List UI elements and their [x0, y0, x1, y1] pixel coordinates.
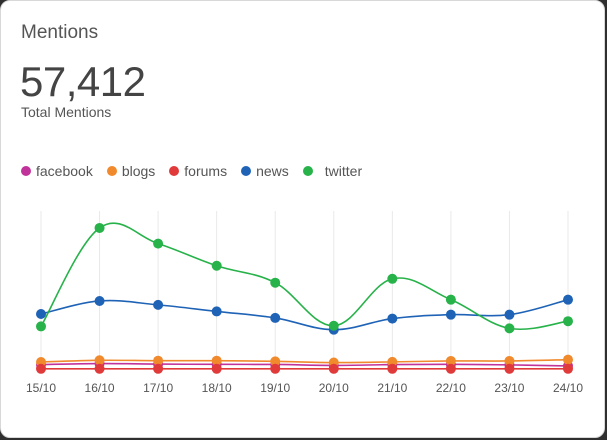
data-point-forums [94, 363, 105, 374]
legend-marker-twitter [302, 166, 313, 176]
data-point-twitter [563, 316, 573, 327]
data-point-twitter [36, 321, 46, 332]
data-point-forums [387, 363, 398, 374]
data-point-forums [563, 363, 573, 374]
x-tick-label: 16/10 [85, 381, 115, 395]
data-point-forums [36, 363, 46, 374]
series-line-facebook [40, 362, 569, 367]
x-tick-label: 20/10 [319, 381, 349, 395]
x-tick-label: 22/10 [436, 381, 466, 395]
data-point-blogs [153, 355, 164, 366]
legend-item-facebook[interactable]: facebook [21, 163, 93, 179]
data-point-twitter [387, 273, 398, 284]
series-line-blogs [40, 358, 569, 364]
series-line-twitter [40, 222, 569, 331]
data-point-twitter [445, 294, 456, 305]
data-point-forums [445, 363, 456, 374]
series-line-news [40, 298, 569, 331]
legend-label-blogs: blogs [121, 163, 156, 179]
data-point-blogs [445, 355, 456, 366]
data-point-blogs [504, 355, 515, 366]
data-point-news [153, 299, 164, 310]
data-point-twitter [94, 222, 105, 233]
data-point-twitter [504, 323, 515, 334]
data-point-news [563, 294, 573, 305]
data-point-news [504, 309, 515, 320]
data-point-twitter [328, 320, 339, 331]
data-point-forums [270, 363, 281, 374]
x-tick-label: 19/10 [260, 381, 290, 395]
data-point-forums [211, 363, 222, 374]
legend-label-forums: forums [184, 163, 228, 179]
legend-marker-blogs [106, 166, 117, 176]
legend-marker-forums [169, 166, 180, 176]
data-point-twitter [211, 260, 222, 271]
mentions-line-chart: 15/10 16/10 17/10 18/10 19/10 20/10 21/10 22/10… [26, 211, 583, 395]
x-tick-label: 23/10 [494, 381, 524, 395]
data-point-forums [328, 363, 339, 374]
data-point-blogs [211, 355, 222, 366]
data-point-forums [504, 363, 515, 374]
data-point-news [270, 312, 281, 323]
legend-item-twitter[interactable]: twitter [302, 163, 363, 179]
data-point-forums [153, 363, 164, 374]
legend-marker-facebook [21, 166, 31, 176]
data-point-blogs [387, 356, 398, 367]
data-point-blogs [94, 355, 105, 366]
data-point-news [211, 306, 222, 317]
data-point-twitter [270, 277, 281, 288]
data-point-news [94, 295, 105, 306]
card-title: Mentions [21, 22, 99, 43]
legend-item-blogs[interactable]: blogs [106, 163, 156, 179]
data-point-blogs [563, 354, 573, 365]
legend-item-news[interactable]: news [241, 163, 289, 179]
x-tick-label: 21/10 [377, 381, 407, 395]
chart-legend: facebook blogs forums news twitter [21, 163, 376, 179]
legend-label-news: news [256, 163, 289, 179]
data-point-twitter [153, 238, 164, 249]
legend-label-facebook: facebook [36, 163, 93, 179]
legend-marker-news [241, 166, 252, 176]
x-tick-label: 24/10 [553, 381, 583, 395]
data-point-news [36, 309, 46, 320]
total-mentions-value: 57,412 [20, 58, 146, 105]
legend-item-forums[interactable]: forums [169, 163, 227, 179]
data-point-news [387, 313, 398, 324]
legend-label-twitter: twitter [324, 163, 363, 179]
x-tick-label: 15/10 [26, 381, 56, 395]
data-point-blogs [270, 356, 281, 367]
x-tick-label: 18/10 [202, 381, 232, 395]
data-point-news [445, 309, 456, 320]
total-mentions-label: Total Mentions [21, 104, 112, 120]
x-tick-label: 17/10 [143, 381, 173, 395]
